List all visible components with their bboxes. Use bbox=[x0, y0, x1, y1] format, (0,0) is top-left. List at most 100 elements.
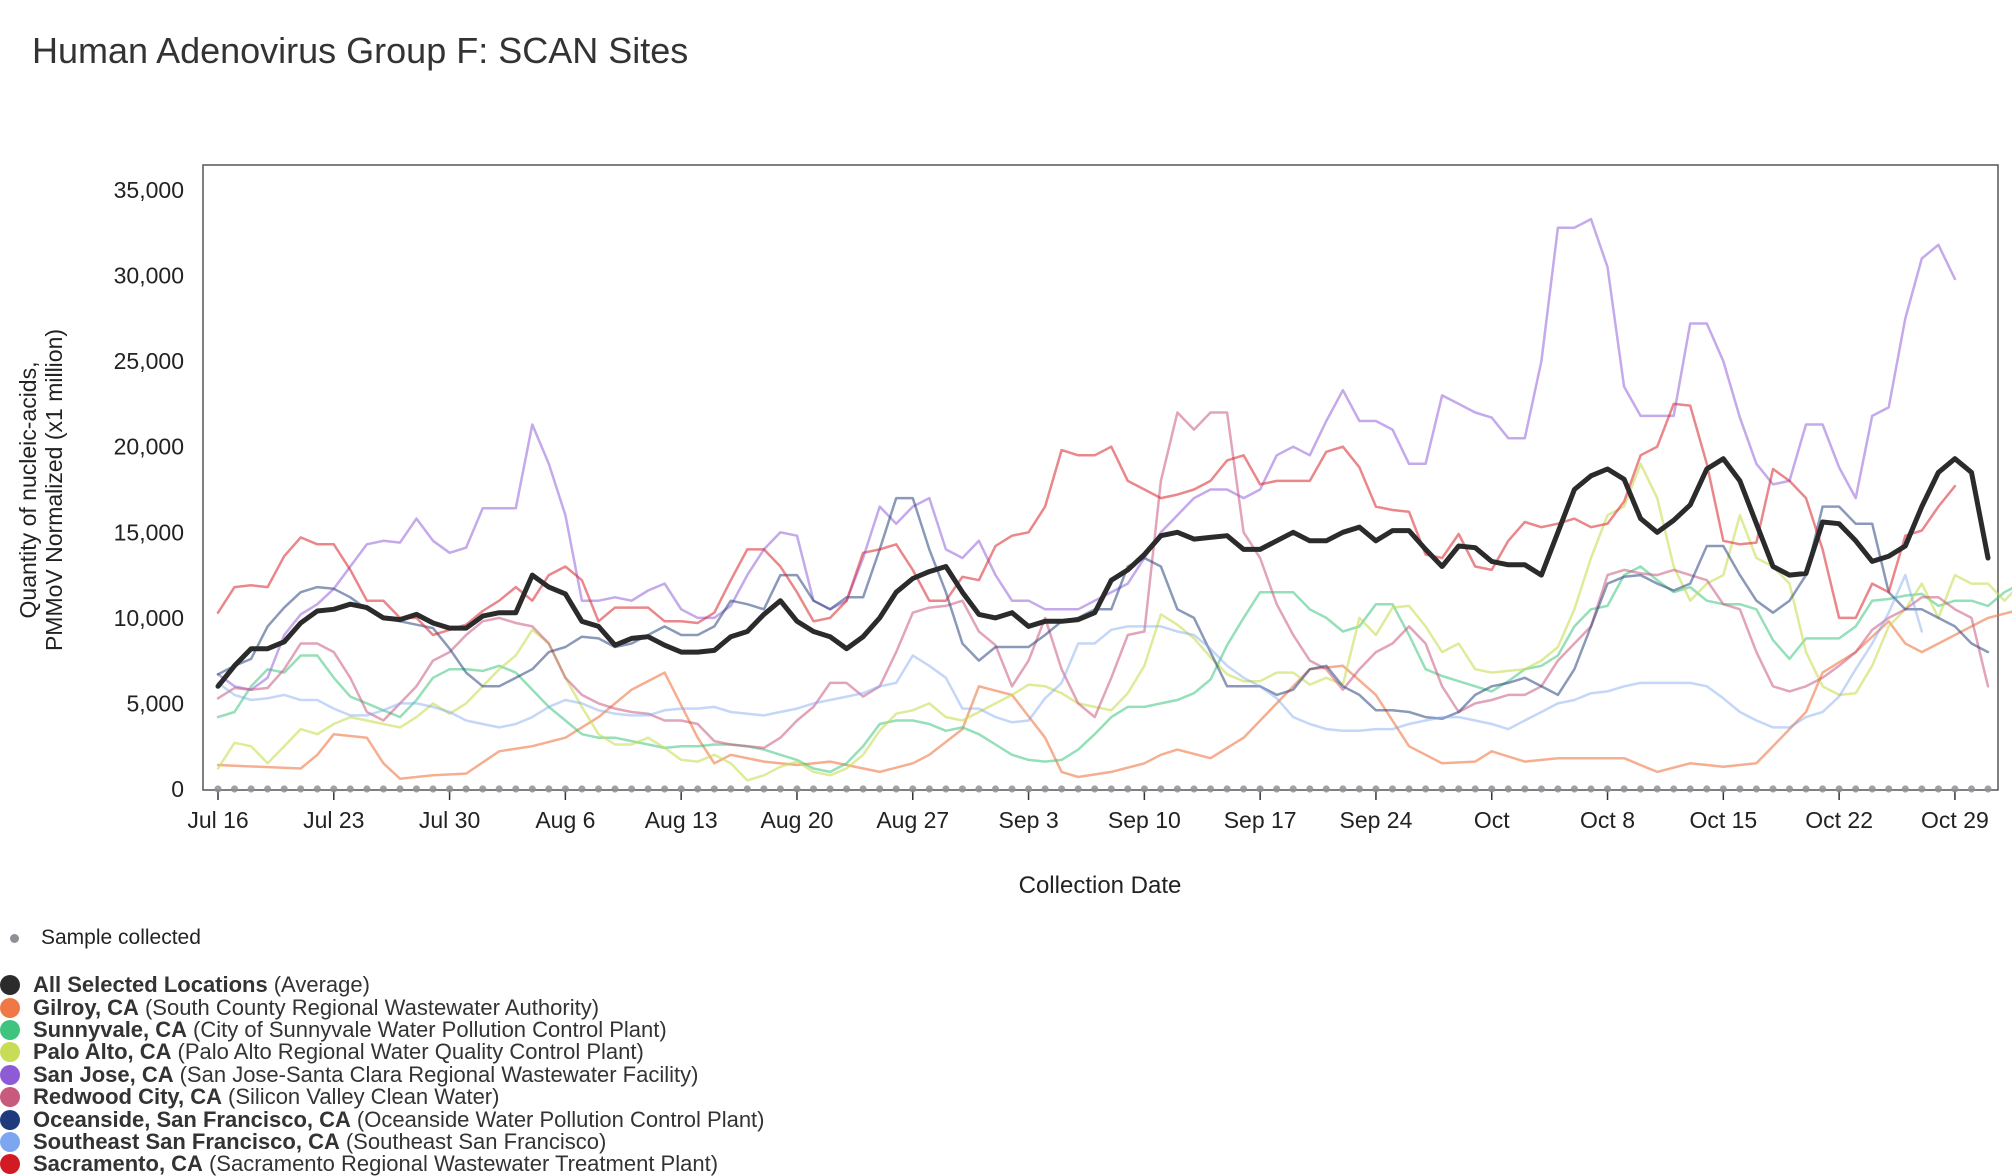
sample-collected-dot[interactable] bbox=[1240, 785, 1248, 793]
sample-collected-dot[interactable] bbox=[247, 785, 255, 793]
sample-collected-dot[interactable] bbox=[1306, 785, 1314, 793]
sample-collected-dot[interactable] bbox=[909, 785, 917, 793]
series-line-sacramento-ca[interactable] bbox=[216, 402, 1957, 637]
legend-item[interactable]: Gilroy, CA (South County Regional Wastewa… bbox=[0, 996, 765, 1018]
sample-collected-dot[interactable] bbox=[1488, 785, 1496, 793]
legend-item[interactable]: Oceanside, San Francisco, CA (Oceanside W… bbox=[0, 1108, 765, 1130]
sample-collected-dot[interactable] bbox=[1173, 785, 1181, 793]
legend-item[interactable]: Sunnyvale, CA (City of Sunnyvale Water Po… bbox=[0, 1018, 765, 1041]
sample-collected-dot[interactable] bbox=[1934, 785, 1942, 793]
sample-collected-dot[interactable] bbox=[1521, 785, 1529, 793]
sample-collected-dot[interactable] bbox=[1703, 785, 1711, 793]
sample-collected-dot[interactable] bbox=[1455, 785, 1463, 793]
sample-collected-dot[interactable] bbox=[429, 785, 437, 793]
sample-collected-dot[interactable] bbox=[1388, 785, 1397, 793]
sample-collected-dot[interactable] bbox=[809, 785, 818, 793]
sample-collected-dot[interactable] bbox=[1438, 785, 1446, 793]
sample-collected-dot[interactable] bbox=[1570, 785, 1578, 793]
sample-collected-dot[interactable] bbox=[462, 785, 470, 793]
sample-collected-dot[interactable] bbox=[1868, 785, 1876, 793]
sample-collected-dot[interactable] bbox=[1339, 785, 1347, 793]
sample-collected-dot[interactable] bbox=[628, 785, 636, 793]
sample-collected-dot[interactable] bbox=[1206, 785, 1215, 793]
series-line-palo-alto-ca[interactable] bbox=[216, 462, 2012, 782]
sample-collected-dot[interactable] bbox=[1074, 785, 1082, 793]
series-line-all-selected-locations[interactable] bbox=[215, 456, 1991, 689]
legend-item[interactable]: All Selected Locations (Average) bbox=[0, 974, 765, 996]
sample-collected-dot[interactable] bbox=[214, 785, 222, 793]
sample-collected-dot[interactable] bbox=[694, 785, 702, 793]
sample-collected-dot[interactable] bbox=[264, 785, 272, 793]
sample-collected-dot[interactable] bbox=[1769, 785, 1777, 793]
sample-collected-dot[interactable] bbox=[1736, 785, 1744, 793]
sample-collected-dot[interactable] bbox=[843, 785, 851, 793]
sample-collected-dot[interactable] bbox=[280, 785, 288, 793]
sample-collected-dot[interactable] bbox=[925, 785, 933, 793]
sample-collected-dot[interactable] bbox=[1620, 785, 1628, 793]
sample-collected-dot[interactable] bbox=[1190, 785, 1198, 793]
sample-collected-dot[interactable] bbox=[379, 785, 387, 793]
legend-item[interactable]: Southeast San Francisco, CA (Southeast Sa… bbox=[0, 1130, 765, 1153]
sample-collected-dot[interactable] bbox=[512, 785, 520, 793]
sample-collected-dot[interactable] bbox=[1637, 785, 1645, 793]
series-line-gilroy-ca[interactable] bbox=[216, 601, 2012, 780]
sample-collected-dot[interactable] bbox=[1273, 785, 1281, 793]
sample-collected-dot[interactable] bbox=[1041, 785, 1049, 793]
sample-collected-dot[interactable] bbox=[1471, 785, 1479, 793]
sample-collected-dot[interactable] bbox=[661, 785, 669, 793]
sample-collected-dot[interactable] bbox=[1223, 785, 1231, 793]
sample-collected-dot[interactable] bbox=[1852, 785, 1860, 793]
sample-collected-dot[interactable] bbox=[1587, 785, 1595, 793]
sample-collected-dot[interactable] bbox=[776, 785, 785, 793]
sample-collected-dot[interactable] bbox=[1537, 785, 1545, 793]
sample-collected-dot[interactable] bbox=[1107, 785, 1115, 793]
sample-collected-dot[interactable] bbox=[594, 785, 603, 793]
sample-collected-dot[interactable] bbox=[578, 785, 586, 793]
sample-collected-dot[interactable] bbox=[561, 785, 570, 793]
sample-collected-dot[interactable] bbox=[1058, 785, 1066, 793]
sample-collected-dot[interactable] bbox=[1885, 785, 1893, 793]
sample-collected-dot[interactable] bbox=[1670, 785, 1678, 793]
sample-collected-dot[interactable] bbox=[1289, 785, 1297, 793]
legend-item[interactable]: Palo Alto, CA (Palo Alto Regional Water Q… bbox=[0, 1041, 765, 1063]
series-line-sunnyvale-ca[interactable] bbox=[216, 378, 2012, 774]
sample-collected-dot[interactable] bbox=[611, 785, 619, 793]
sample-collected-dot[interactable] bbox=[1322, 785, 1330, 793]
sample-collected-dot[interactable] bbox=[1504, 785, 1512, 793]
sample-collected-dot[interactable] bbox=[545, 785, 553, 793]
legend-item[interactable]: San Jose, CA (San Jose-Santa Clara Region… bbox=[0, 1063, 765, 1086]
sample-collected-dot[interactable] bbox=[1752, 785, 1760, 793]
sample-collected-dot[interactable] bbox=[479, 785, 487, 793]
sample-collected-dot[interactable] bbox=[760, 785, 768, 793]
sample-collected-dot[interactable] bbox=[975, 785, 983, 793]
sample-collected-dot[interactable] bbox=[1008, 785, 1016, 793]
sample-collected-dot[interactable] bbox=[1025, 785, 1033, 793]
sample-collected-dot[interactable] bbox=[363, 785, 371, 793]
sample-collected-dot[interactable] bbox=[1355, 785, 1363, 793]
sample-collected-dot[interactable] bbox=[1372, 785, 1380, 793]
sample-collected-dot[interactable] bbox=[710, 785, 718, 793]
sample-collected-dot[interactable] bbox=[330, 785, 338, 793]
sample-collected-dot[interactable] bbox=[958, 785, 967, 793]
sample-collected-dot[interactable] bbox=[1719, 785, 1727, 793]
sample-collected-dot[interactable] bbox=[1603, 785, 1612, 793]
sample-collected-dot[interactable] bbox=[644, 785, 652, 793]
sample-collected-dot[interactable] bbox=[677, 785, 685, 793]
sample-collected-dot[interactable] bbox=[793, 785, 801, 793]
sample-collected-dot[interactable] bbox=[892, 785, 900, 793]
sample-collected-dot[interactable] bbox=[876, 785, 884, 793]
series-line-oceanside-san-francisco-ca[interactable] bbox=[216, 496, 1990, 721]
legend-item[interactable]: Redwood City, CA (Silicon Valley Clean Wa… bbox=[0, 1086, 765, 1108]
sample-collected-dot[interactable] bbox=[412, 785, 421, 793]
sample-collected-dot[interactable] bbox=[1686, 785, 1694, 793]
sample-collected-dot[interactable] bbox=[1157, 785, 1165, 793]
sample-collected-dot[interactable] bbox=[942, 785, 950, 793]
sample-collected-dot[interactable] bbox=[1802, 785, 1810, 793]
sample-collected-dot[interactable] bbox=[1901, 785, 1909, 793]
sample-collected-dot[interactable] bbox=[1785, 785, 1794, 793]
sample-collected-dot[interactable] bbox=[991, 785, 1000, 793]
sample-collected-dot[interactable] bbox=[1405, 785, 1413, 793]
sample-collected-dot[interactable] bbox=[727, 785, 735, 793]
legend-item[interactable]: Sacramento, CA (Sacramento Regional Waste… bbox=[0, 1153, 765, 1175]
sample-collected-dot[interactable] bbox=[1984, 785, 1992, 793]
